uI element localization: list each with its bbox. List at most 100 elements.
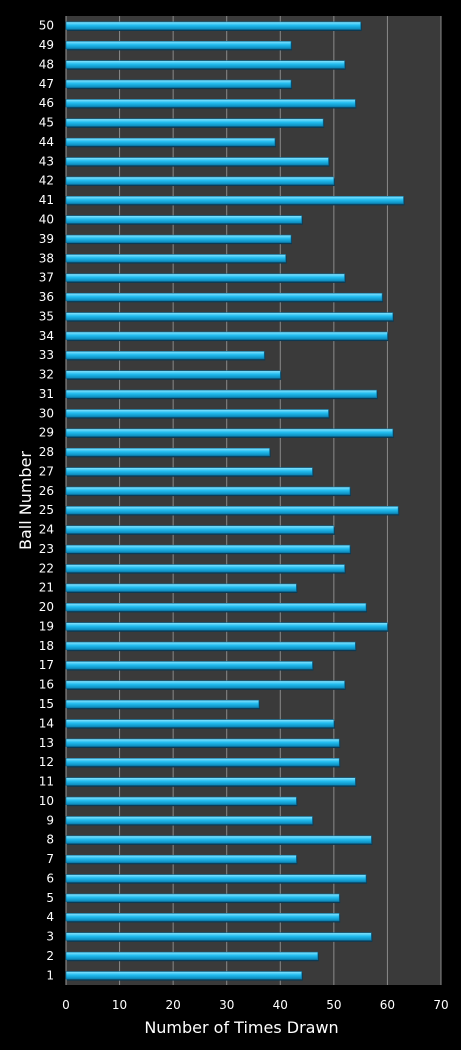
bar [65,99,356,108]
bar-ball-37 [65,273,346,283]
bar [65,312,394,321]
bar-ball-25 [65,506,400,516]
y-tick-label-50: 50 [39,19,54,33]
bar-ball-44 [65,137,276,148]
y-tick-label-17: 17 [39,658,54,672]
bar [65,370,281,379]
y-tick-label-6: 6 [46,871,54,885]
y-tick-label-30: 30 [39,406,54,420]
bar [65,79,292,88]
x-tick-label-60: 60 [380,998,395,1012]
bar-ball-49 [65,40,292,51]
bar-ball-16 [65,680,346,690]
y-tick-label-35: 35 [39,309,54,323]
bar [65,351,265,360]
y-tick-label-47: 47 [39,77,54,91]
y-tick-label-23: 23 [39,542,54,556]
bar [65,816,313,825]
bar-ball-8 [65,835,373,845]
bar-ball-7 [65,854,298,865]
y-tick-label-29: 29 [39,426,54,440]
y-tick-label-9: 9 [46,813,54,827]
bar [65,699,260,709]
bar [65,428,394,437]
bar-ball-32 [65,370,282,380]
y-tick-label-21: 21 [39,581,54,595]
y-tick-label-13: 13 [39,736,54,750]
bar-ball-50 [65,21,362,31]
bar [65,389,378,399]
y-tick-label-49: 49 [39,38,54,52]
x-tick-label-50: 50 [326,998,341,1012]
bar [65,21,361,30]
bar [65,564,345,573]
bar-ball-3 [65,932,373,942]
y-tick-label-10: 10 [39,794,54,808]
y-tick-label-25: 25 [39,503,54,517]
bar-ball-21 [65,583,298,594]
y-tick-label-28: 28 [39,445,54,459]
bar [65,777,356,786]
y-tick-labels: 1234567891011121314151617181920212223242… [39,19,54,983]
x-tick-label-70: 70 [433,998,448,1012]
y-tick-label-26: 26 [39,484,54,498]
bar-ball-28 [65,447,271,458]
x-tick-label-40: 40 [273,998,288,1012]
y-tick-label-48: 48 [39,57,54,71]
bar-ball-14 [65,719,335,729]
bar-ball-24 [65,525,335,535]
bar-ball-20 [65,602,367,613]
bar-ball-2 [65,951,319,962]
bar-ball-35 [65,312,394,322]
bar [65,719,335,728]
y-tick-label-36: 36 [39,290,54,304]
y-tick-label-31: 31 [39,387,54,401]
y-tick-label-16: 16 [39,678,54,692]
y-tick-label-46: 46 [39,96,54,110]
bar [65,137,276,147]
bar [65,60,345,69]
bar-ball-1 [65,971,303,981]
bar-ball-18 [65,641,357,652]
y-tick-label-7: 7 [46,852,54,866]
y-tick-label-42: 42 [39,174,54,188]
y-tick-label-41: 41 [39,193,54,207]
x-axis-title: Number of Times Drawn [144,1018,338,1037]
x-tick-label-20: 20 [166,998,181,1012]
y-tick-label-15: 15 [39,697,54,711]
y-tick-label-24: 24 [39,523,54,537]
y-tick-label-44: 44 [39,135,54,149]
bar [65,932,372,941]
bar-ball-6 [65,874,367,884]
bar-ball-38 [65,254,287,264]
bar [65,854,297,864]
bar-ball-29 [65,428,394,438]
bar [65,951,319,961]
bar-ball-27 [65,467,314,477]
y-tick-label-11: 11 [39,775,54,789]
y-tick-label-45: 45 [39,116,54,130]
bar [65,622,388,631]
bar [65,796,297,805]
bar [65,176,335,185]
bar-ball-5 [65,893,341,904]
bar-ball-31 [65,389,378,400]
bar [65,254,286,263]
bar [65,913,340,922]
y-axis-title: Ball Number [16,451,35,550]
bar [65,738,340,747]
bar [65,971,303,980]
y-tick-label-27: 27 [39,464,54,478]
bar [65,215,303,224]
y-tick-label-22: 22 [39,561,54,575]
y-tick-label-40: 40 [39,212,54,226]
bar-ball-43 [65,157,330,167]
y-tick-label-32: 32 [39,368,54,382]
bar [65,447,270,457]
bar-ball-40 [65,215,303,225]
y-tick-label-5: 5 [46,891,54,905]
bar-ball-48 [65,60,346,70]
bar [65,661,313,670]
